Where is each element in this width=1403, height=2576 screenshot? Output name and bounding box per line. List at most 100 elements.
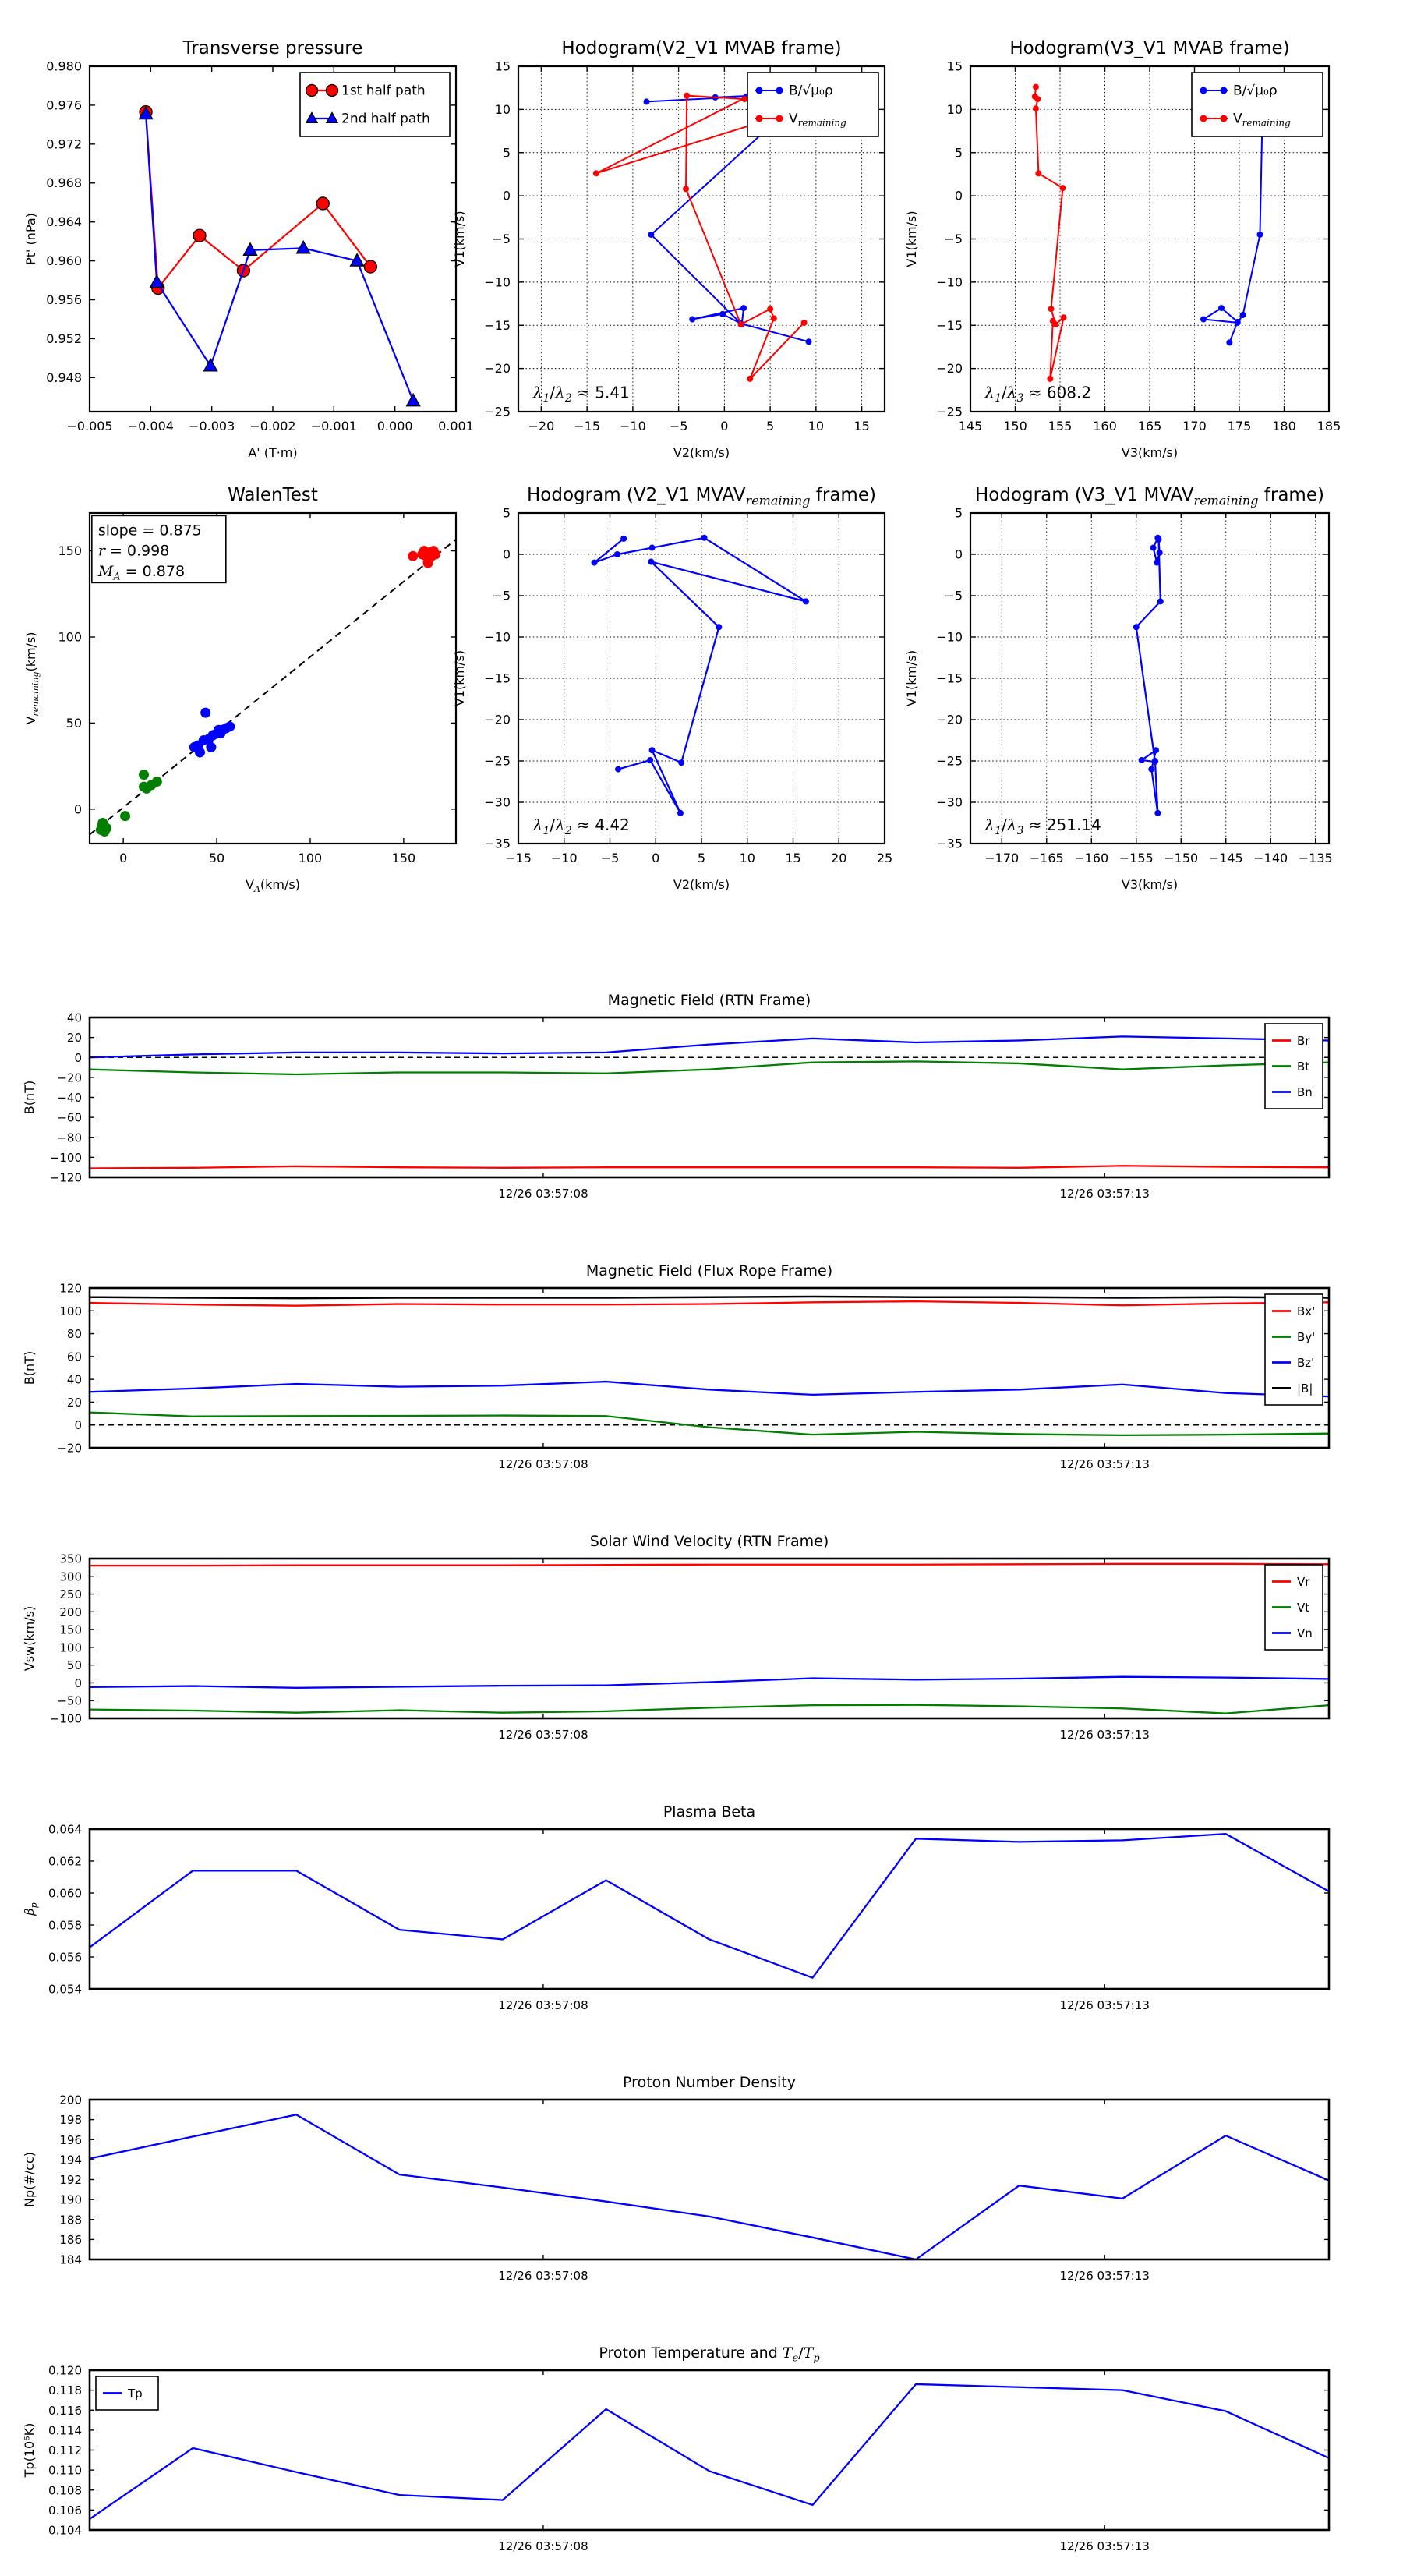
svg-text:−20: −20 (57, 1442, 82, 1456)
svg-text:196: 196 (59, 2133, 82, 2147)
svg-text:0.060: 0.060 (48, 1887, 82, 1901)
svg-text:0: 0 (652, 851, 659, 865)
panel-transverse-pressure: Transverse pressure −0.005 −0.004 −0.003 −0.… (23, 38, 474, 460)
series-proton-number-density (89, 2114, 1330, 2260)
svg-text:12/26 03:57:13: 12/26 03:57:13 (1060, 2539, 1150, 2553)
svg-text:5: 5 (503, 506, 511, 521)
svg-text:50: 50 (66, 716, 82, 731)
panel-proton-temperature: Proton Temperature and Te/Tp 12/26 03:57:… (22, 2344, 1331, 2553)
svg-text:0: 0 (503, 547, 511, 562)
svg-text:12/26 03:57:08: 12/26 03:57:08 (498, 2539, 588, 2553)
svg-text:184: 184 (59, 2253, 82, 2267)
svg-text:Vremaining: Vremaining (1233, 111, 1291, 129)
svg-text:Hodogram(V2_V1 MVAB frame): Hodogram(V2_V1 MVAB frame) (561, 38, 841, 58)
svg-text:80: 80 (67, 1327, 82, 1341)
svg-text:186: 186 (59, 2233, 82, 2247)
svg-text:Pt' (nPa): Pt' (nPa) (23, 213, 38, 265)
legend-hodogram-v2v1-mvab: B/√μ₀ρ Vremaining (747, 72, 879, 137)
svg-text:20: 20 (67, 1396, 82, 1410)
svg-text:Vremaining: Vremaining (789, 111, 846, 129)
svg-text:−60: −60 (57, 1111, 82, 1125)
svg-text:0: 0 (74, 801, 82, 816)
svg-text:Proton Temperature and Te/Tp: Proton Temperature and Te/Tp (599, 2344, 820, 2365)
svg-text:0.980: 0.980 (46, 59, 82, 74)
svg-text:B(nT): B(nT) (22, 1351, 37, 1385)
svg-text:0.120: 0.120 (48, 2364, 82, 2378)
svg-text:−20: −20 (57, 1070, 82, 1085)
svg-text:100: 100 (59, 1640, 82, 1654)
svg-text:0.056: 0.056 (48, 1951, 82, 1965)
svg-text:175: 175 (1228, 419, 1252, 433)
svg-text:0.948: 0.948 (46, 370, 82, 385)
svg-text:V1(km/s): V1(km/s) (452, 650, 467, 706)
svg-text:0: 0 (955, 189, 963, 203)
svg-text:Proton Number Density: Proton Number Density (623, 2074, 796, 2091)
svg-text:Tp(10⁶K): Tp(10⁶K) (22, 2423, 37, 2479)
svg-text:120: 120 (59, 1282, 82, 1296)
svg-text:40: 40 (67, 1011, 82, 1025)
svg-text:0.976: 0.976 (46, 97, 82, 112)
svg-text:0.106: 0.106 (48, 2503, 82, 2518)
svg-text:−10: −10 (620, 419, 646, 433)
svg-text:12/26 03:57:13: 12/26 03:57:13 (1060, 1998, 1150, 2012)
svg-text:−0.001: −0.001 (311, 419, 357, 433)
svg-text:−15: −15 (505, 851, 532, 865)
svg-text:βp: βp (22, 1902, 39, 1916)
svg-text:−20: −20 (484, 713, 511, 727)
svg-text:−25: −25 (936, 754, 963, 769)
svg-text:0.968: 0.968 (46, 175, 82, 190)
svg-text:12/26 03:57:08: 12/26 03:57:08 (498, 2269, 588, 2283)
svg-text:250: 250 (59, 1587, 82, 1601)
svg-text:12/26 03:57:13: 12/26 03:57:13 (1060, 1187, 1150, 1201)
svg-text:0.110: 0.110 (48, 2464, 82, 2478)
panel-walen-test: WalenTest 0 50 100 150 0 50 100 150 VA(km/s) Vrema… (23, 485, 458, 894)
svg-text:V2(km/s): V2(km/s) (673, 445, 730, 460)
svg-text:Magnetic Field (Flux Rope Fram: Magnetic Field (Flux Rope Frame) (586, 1262, 832, 1279)
svg-text:Magnetic Field (RTN Frame): Magnetic Field (RTN Frame) (608, 992, 811, 1009)
svg-text:25: 25 (877, 851, 892, 865)
svg-text:12/26 03:57:08: 12/26 03:57:08 (498, 1728, 588, 1742)
svg-text:By': By' (1297, 1330, 1315, 1344)
legend-transverse-pressure: 1st half path 2nd half path (299, 72, 451, 137)
svg-text:15: 15 (495, 59, 511, 74)
svg-text:MA = 0.878: MA = 0.878 (97, 563, 185, 583)
svg-text:10: 10 (808, 419, 824, 433)
svg-text:V3(km/s): V3(km/s) (1122, 877, 1178, 892)
svg-text:−160: −160 (1074, 851, 1108, 865)
svg-text:Hodogram(V3_V1 MVAB frame): Hodogram(V3_V1 MVAB frame) (1009, 38, 1289, 58)
svg-text:0.952: 0.952 (46, 331, 82, 346)
series-hodogram-v3v1-mvav (1133, 534, 1164, 816)
svg-text:−5: −5 (601, 851, 620, 865)
svg-text:r = 0.998: r = 0.998 (98, 543, 170, 560)
svg-text:150: 150 (59, 1623, 82, 1637)
panel-magnetic-field-rtn: Magnetic Field (RTN Frame) 12/26 03:57:08… (22, 992, 1331, 1201)
svg-text:−25: −25 (484, 405, 511, 419)
svg-text:150: 150 (58, 543, 82, 558)
svg-text:0: 0 (119, 851, 127, 865)
svg-text:Bn: Bn (1297, 1085, 1313, 1099)
series-solar-wind-velocity (89, 1562, 1330, 1714)
svg-text:−10: −10 (936, 630, 963, 645)
svg-text:−30: −30 (936, 795, 963, 810)
series-hodogram-v2v1-mvav (591, 534, 809, 816)
svg-text:VA(km/s): VA(km/s) (246, 877, 300, 894)
legend-hodogram-v3v1-mvab: B/√μ₀ρ Vremaining (1191, 72, 1323, 137)
svg-text:145: 145 (959, 419, 983, 433)
svg-text:165: 165 (1138, 419, 1162, 433)
svg-text:Solar Wind Velocity (RTN Frame: Solar Wind Velocity (RTN Frame) (590, 1533, 829, 1550)
svg-text:150: 150 (1003, 419, 1027, 433)
legend-magnetic-field-flux-rope: Bx' By' Bz' |B| (1264, 1293, 1323, 1406)
svg-text:−15: −15 (936, 318, 963, 333)
legend-solar-wind-velocity: Vr Vt Vn (1264, 1564, 1323, 1651)
svg-text:5: 5 (698, 851, 705, 865)
svg-text:B(nT): B(nT) (22, 1081, 37, 1114)
svg-text:−35: −35 (936, 837, 963, 851)
svg-text:Vn: Vn (1297, 1626, 1313, 1640)
svg-text:192: 192 (59, 2173, 82, 2187)
svg-text:−0.003: −0.003 (189, 419, 235, 433)
series-magnetic-field-flux-rope (89, 1295, 1330, 1437)
svg-text:−35: −35 (484, 837, 511, 851)
svg-text:15: 15 (853, 419, 869, 433)
svg-text:188: 188 (59, 2213, 82, 2227)
svg-text:λ1/λ3 ≈ 251.14: λ1/λ3 ≈ 251.14 (984, 816, 1101, 837)
